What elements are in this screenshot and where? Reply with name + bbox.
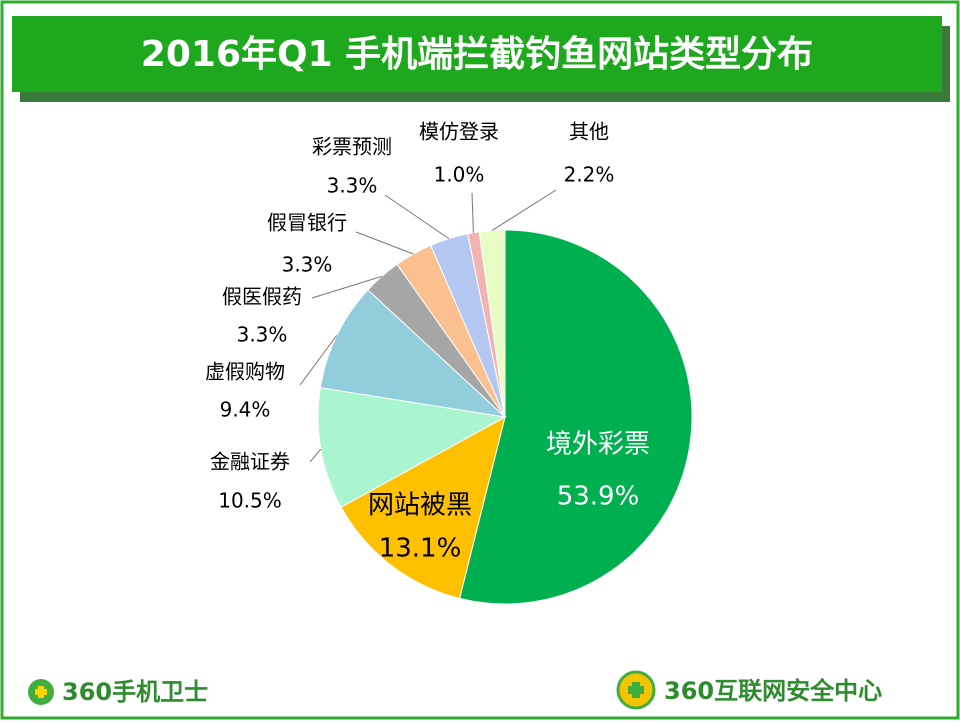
value-label: 1.0% bbox=[434, 163, 485, 187]
value-label: 3.3% bbox=[282, 253, 333, 277]
pie-slice bbox=[317, 387, 507, 508]
slice-label: 假冒银行 bbox=[267, 211, 347, 235]
slice-label: 其他 bbox=[569, 120, 609, 144]
value-label: 3.3% bbox=[327, 174, 378, 198]
pie-slice bbox=[459, 229, 693, 605]
leader-line bbox=[309, 448, 322, 463]
slice-label: 彩票预测 bbox=[312, 135, 392, 159]
slice-label: 金融证券 bbox=[210, 450, 290, 474]
footer-right-text: 360互联网安全中心 bbox=[664, 677, 882, 705]
title-banner bbox=[12, 16, 942, 92]
pie-slice bbox=[478, 229, 506, 418]
leader-line bbox=[491, 189, 557, 231]
slice-label: 模仿登录 bbox=[419, 120, 499, 144]
leader-line bbox=[355, 231, 414, 255]
leader-line bbox=[384, 194, 450, 240]
value-label: 13.1% bbox=[379, 534, 462, 564]
footer-left-logo bbox=[28, 679, 54, 705]
slice-label: 虚假购物 bbox=[205, 360, 285, 384]
value-label: 53.9% bbox=[557, 482, 640, 512]
slice-label: 境外彩票 bbox=[546, 430, 650, 460]
leader-line bbox=[471, 192, 474, 233]
leader-line bbox=[299, 334, 338, 386]
value-label: 2.2% bbox=[564, 163, 615, 187]
footer-left-text: 360手机卫士 bbox=[62, 678, 208, 706]
chart-title: 2016年Q1 手机端拦截钓鱼网站类型分布 bbox=[141, 34, 813, 75]
pie-slice bbox=[340, 416, 506, 600]
value-label: 9.4% bbox=[220, 398, 271, 422]
leader-line bbox=[311, 275, 382, 299]
slice-label: 网站被黑 bbox=[368, 491, 472, 521]
slice-label: 假医假药 bbox=[222, 285, 302, 309]
footer-right-logo bbox=[616, 670, 656, 710]
value-label: 3.3% bbox=[237, 323, 288, 347]
value-label: 10.5% bbox=[218, 489, 282, 513]
